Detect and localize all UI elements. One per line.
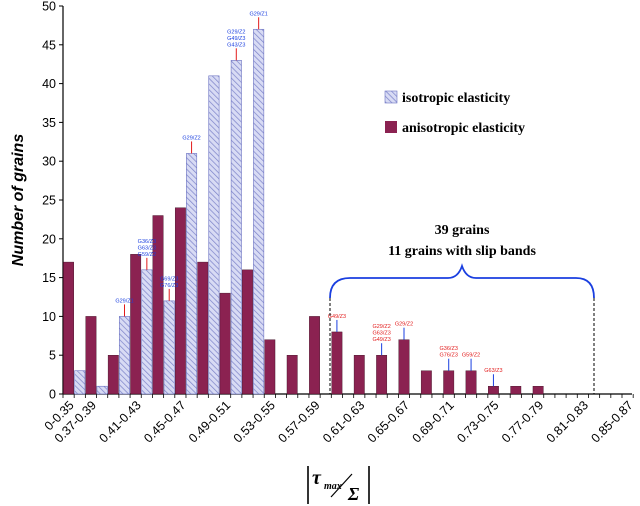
- bar-isotropic: [74, 370, 86, 395]
- legend-label-isotropic: isotropic elasticity: [402, 91, 510, 106]
- grain-tag: G36/Z3: [440, 346, 458, 352]
- grain-tag: G49/Z3: [227, 36, 245, 42]
- bar-isotropic: [96, 385, 108, 395]
- x-tick-label: 0.49-0.51: [186, 398, 233, 445]
- bar-anisotropic: [376, 355, 388, 395]
- x-tick-label: 0.81-0.83: [544, 398, 591, 445]
- grain-tag: G59/Z2: [138, 252, 156, 258]
- grain-tag: G63/Z3: [484, 368, 502, 374]
- x-label-sigma: Σ: [347, 484, 359, 504]
- legend: isotropic elasticity anisotropic elastic…: [384, 90, 525, 136]
- grain-tag: G76/Z3: [160, 283, 178, 289]
- bar-anisotropic: [242, 269, 253, 395]
- y-tick-label: 5: [49, 349, 56, 363]
- grain-tag: G43/Z3: [227, 42, 245, 48]
- y-axis: 0 5 10 15 20 25 30 35 40 45 50: [42, 0, 64, 402]
- annotation-line2: 11 grains with slip bands: [388, 244, 536, 259]
- x-tick-label: 0.57-0.59: [275, 398, 322, 445]
- y-tick-label: 45: [42, 38, 56, 52]
- bar-anisotropic: [443, 370, 455, 395]
- bar-isotropic: [208, 75, 220, 395]
- grain-tag: G49/Z3: [372, 337, 390, 343]
- grain-tag: G29/Z2: [395, 322, 413, 328]
- bar-anisotropic: [532, 386, 544, 395]
- grain-tag: G36/Z3: [138, 239, 156, 245]
- bar-isotropic: [186, 153, 198, 395]
- x-tick-label: 0.69-0.71: [410, 398, 457, 445]
- x-tick-label: 0.85-0.87: [588, 398, 635, 445]
- bar-anisotropic: [219, 292, 231, 395]
- grain-tag: G29/Z2: [182, 135, 200, 141]
- bar-isotropic: [163, 300, 175, 395]
- x-tick-label: 0.61-0.63: [320, 398, 367, 445]
- grains-annotation: 39 grains 11 grains with slip bands: [329, 223, 595, 394]
- y-tick-label: 25: [42, 194, 56, 208]
- grain-tag: G59/Z2: [462, 353, 480, 359]
- x-tick-label: 0.73-0.75: [454, 398, 501, 445]
- x-tick-label: 0.41-0.43: [97, 398, 144, 445]
- y-tick-label: 0: [49, 388, 56, 402]
- y-axis-label: Number of grains: [10, 134, 27, 267]
- bar-anisotropic: [488, 386, 499, 395]
- y-tick-label: 40: [42, 77, 56, 91]
- x-axis: 0-0.350.37-0.390.41-0.430.45-0.470.49-0.…: [42, 393, 636, 445]
- annotation-bracket: [329, 263, 595, 299]
- bar-tags: G29/Z1G36/Z3G63/Z3G59/Z2G69/Z3G76/Z3G29/…: [115, 11, 503, 387]
- grain-tag: G49/Z3: [328, 314, 346, 320]
- x-label-max: max: [324, 481, 342, 492]
- bars: [63, 28, 544, 395]
- bar-anisotropic: [331, 331, 343, 395]
- bar-anisotropic: [85, 316, 97, 395]
- bar-isotropic: [253, 28, 265, 395]
- bar-anisotropic: [510, 386, 522, 395]
- y-tick-label: 10: [42, 310, 56, 324]
- bar-anisotropic: [264, 339, 276, 395]
- y-tick-label: 30: [42, 155, 56, 169]
- bar-anisotropic: [398, 339, 410, 395]
- bar-anisotropic: [63, 261, 74, 395]
- bar-anisotropic: [152, 215, 164, 395]
- bar-anisotropic: [107, 355, 119, 395]
- x-axis-label: τ max Σ: [307, 466, 370, 504]
- bar-anisotropic: [286, 355, 298, 395]
- grain-tag: G29/Z2: [372, 324, 390, 330]
- y-tick-label: 35: [42, 116, 56, 130]
- y-tick-label: 50: [42, 0, 56, 14]
- bar-anisotropic: [130, 254, 142, 395]
- grain-tag: G63/Z3: [372, 331, 390, 337]
- x-tick-label: 0.77-0.79: [499, 398, 546, 445]
- bar-isotropic: [230, 60, 242, 395]
- grain-tag: G76/Z3: [440, 353, 458, 359]
- grain-tag: G29/Z1: [115, 298, 133, 304]
- legend-swatch-isotropic: [384, 90, 398, 104]
- bar-anisotropic: [420, 370, 432, 395]
- bar-anisotropic: [309, 316, 320, 395]
- x-tick-label: 0.65-0.67: [365, 398, 412, 445]
- bar-anisotropic: [197, 261, 209, 395]
- bar-anisotropic: [465, 370, 477, 395]
- annotation-line1: 39 grains: [435, 223, 490, 238]
- x-tick-label: 0.53-0.55: [231, 398, 278, 445]
- grain-tag: G63/Z3: [138, 245, 156, 251]
- grain-tag: G69/Z3: [160, 276, 178, 282]
- grain-tag: G29/Z2: [227, 29, 245, 35]
- bar-anisotropic: [353, 355, 365, 395]
- grain-tag: G29/Z1: [249, 11, 267, 17]
- legend-swatch-anisotropic: [385, 121, 397, 133]
- bar-isotropic: [118, 316, 130, 395]
- y-tick-label: 15: [42, 271, 56, 285]
- x-tick-label: 0.45-0.47: [141, 398, 188, 445]
- x-label-tau: τ: [312, 467, 322, 489]
- legend-label-anisotropic: anisotropic elasticity: [402, 121, 525, 136]
- y-tick-label: 20: [42, 232, 56, 246]
- bar-isotropic: [141, 269, 153, 395]
- bar-anisotropic: [174, 207, 186, 395]
